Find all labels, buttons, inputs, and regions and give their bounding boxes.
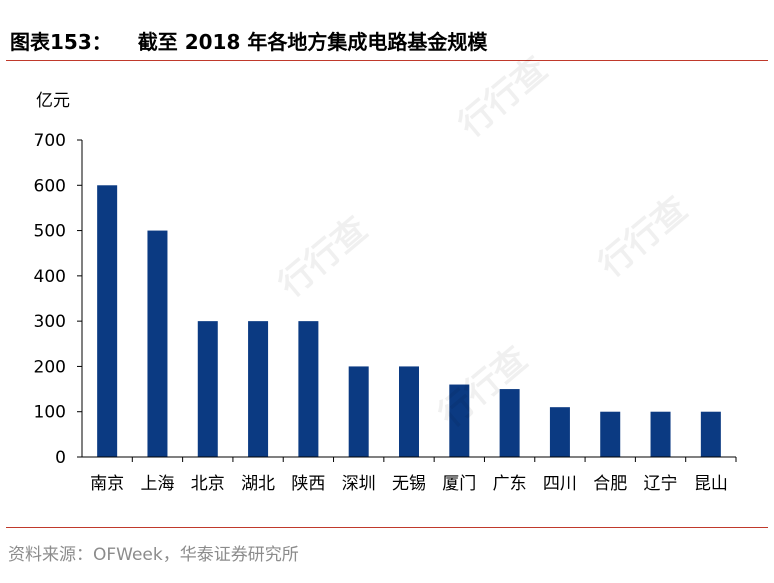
header-divider bbox=[6, 60, 768, 61]
bar bbox=[499, 389, 520, 457]
chart-title: 图表153： 截至 2018 年各地方集成电路基金规模 bbox=[10, 26, 487, 55]
bar bbox=[650, 411, 671, 457]
y-tick-label: 0 bbox=[55, 448, 66, 468]
x-tick-label: 辽宁 bbox=[644, 474, 678, 494]
x-tick-label: 上海 bbox=[140, 474, 174, 494]
footer-divider bbox=[6, 527, 768, 528]
bar bbox=[399, 366, 419, 457]
bar bbox=[248, 321, 269, 457]
y-tick-label: 500 bbox=[34, 222, 66, 242]
bar bbox=[700, 411, 721, 457]
x-tick-label: 厦门 bbox=[442, 474, 476, 494]
x-tick-label: 北京 bbox=[191, 474, 225, 494]
y-tick-label: 700 bbox=[34, 131, 66, 151]
x-axis-ticks: 南京 上海 北京 湖北 陕西 深圳 无锡 厦门 广东 四川 合肥 辽宁 昆山 bbox=[90, 457, 737, 494]
bar bbox=[549, 407, 570, 457]
x-tick-label: 南京 bbox=[90, 474, 124, 494]
x-tick-label: 昆山 bbox=[694, 474, 728, 494]
bar bbox=[600, 411, 621, 457]
x-tick-label: 合肥 bbox=[593, 474, 627, 494]
y-tick-label: 100 bbox=[34, 403, 66, 423]
y-axis-ticks: 0 100 200 300 400 500 600 700 bbox=[34, 131, 82, 468]
y-tick-label: 200 bbox=[34, 357, 66, 377]
x-tick-label: 湖北 bbox=[241, 474, 275, 494]
y-tick-label: 400 bbox=[34, 267, 66, 287]
y-axis-label: 亿元 bbox=[36, 91, 70, 111]
y-tick-label: 600 bbox=[34, 176, 66, 196]
bar bbox=[449, 384, 470, 457]
figure-title: 截至 2018 年各地方集成电路基金规模 bbox=[137, 30, 488, 54]
bar bbox=[97, 185, 118, 458]
x-tick-label: 深圳 bbox=[342, 474, 376, 494]
x-tick-label: 四川 bbox=[543, 474, 577, 494]
figure-number: 图表153： bbox=[10, 30, 112, 54]
bar bbox=[147, 230, 168, 457]
y-tick-label: 300 bbox=[34, 312, 66, 332]
bar bbox=[348, 366, 369, 457]
chart-header: 图表153： 截至 2018 年各地方集成电路基金规模 bbox=[10, 26, 768, 60]
x-tick-label: 陕西 bbox=[291, 474, 325, 494]
bar bbox=[197, 321, 218, 457]
bars bbox=[97, 185, 721, 458]
source-note: 资料来源：OFWeek，华泰证券研究所 bbox=[8, 545, 299, 565]
bar bbox=[298, 321, 319, 457]
x-tick-label: 广东 bbox=[493, 474, 527, 494]
x-tick-label: 无锡 bbox=[392, 474, 426, 494]
